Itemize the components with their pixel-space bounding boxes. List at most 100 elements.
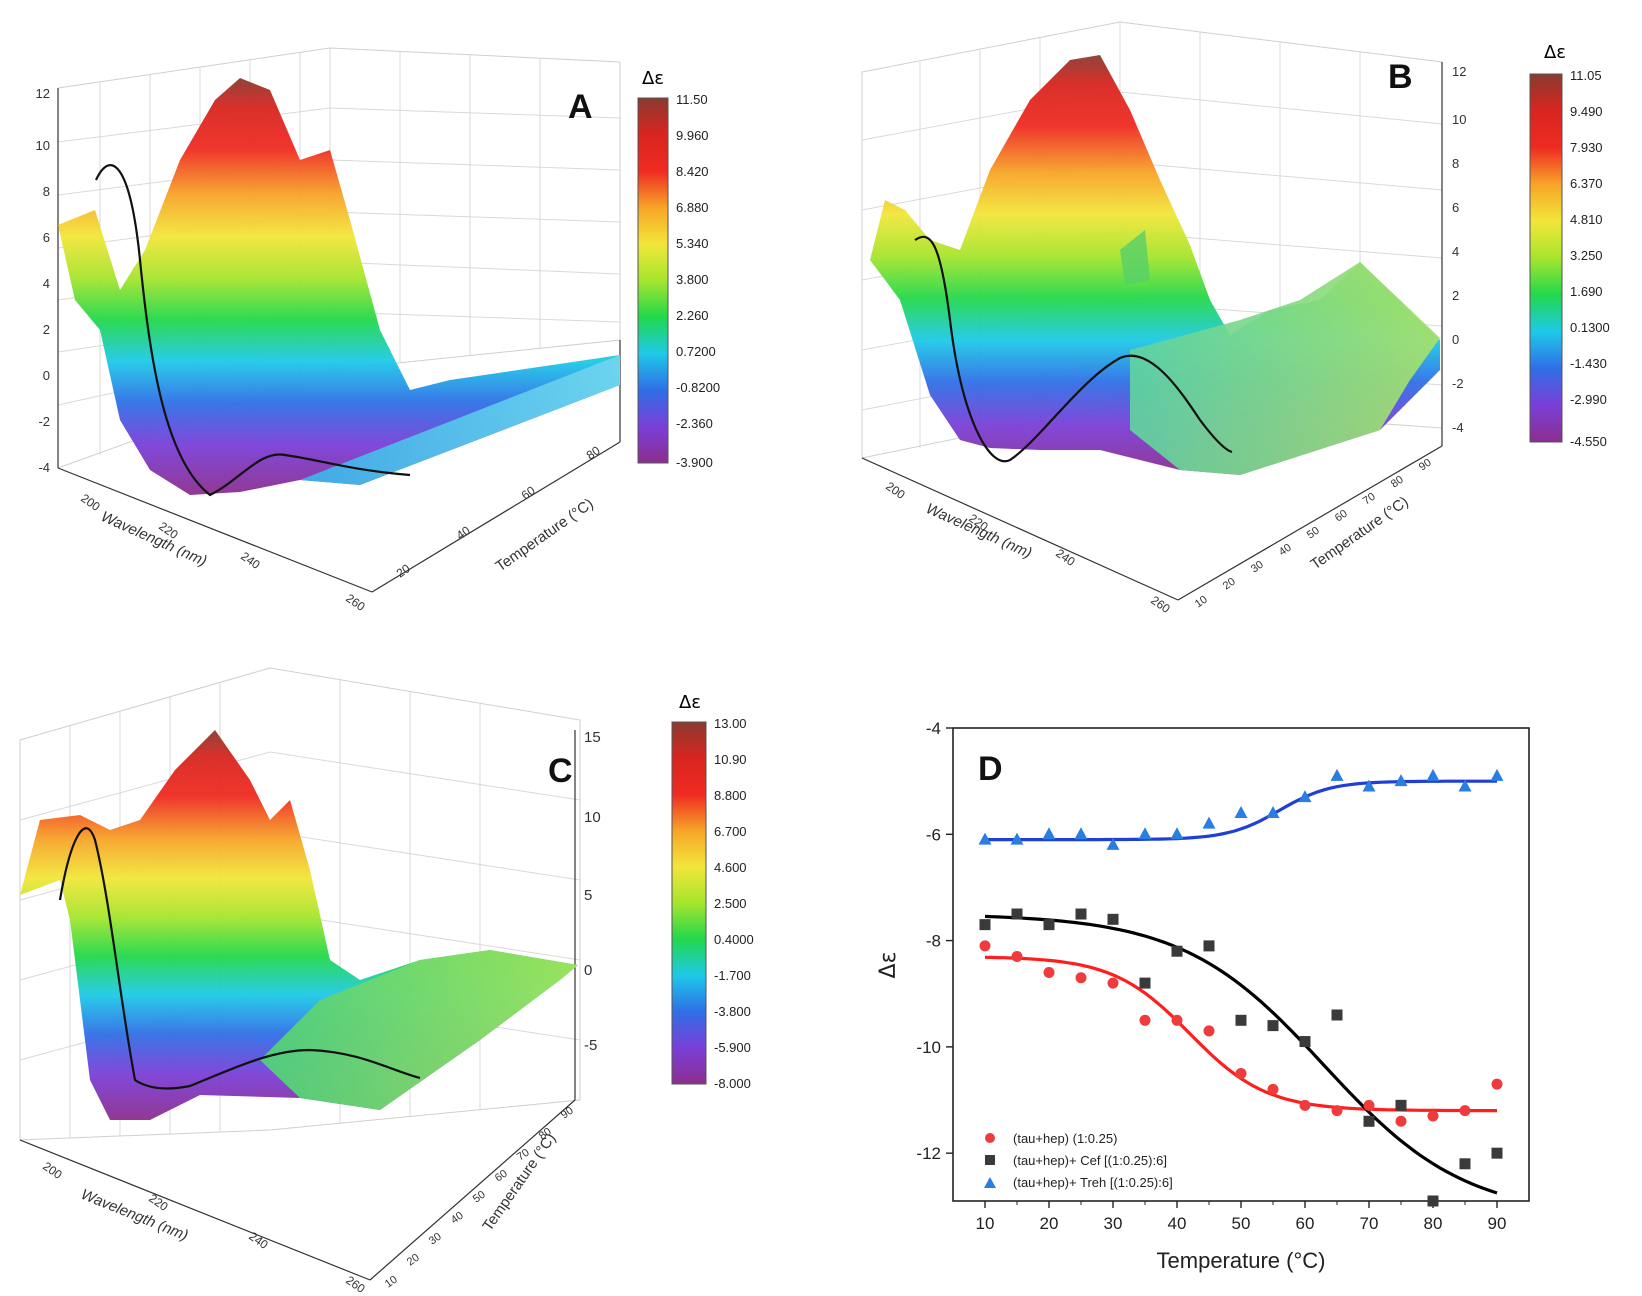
z-tick: 6 [1452, 200, 1459, 215]
z-tick: 2 [1452, 288, 1459, 303]
colorbar-tick: 4.600 [714, 860, 747, 875]
data-point [1075, 972, 1087, 984]
z-tick: 0 [43, 368, 50, 383]
panel-c: -5 0 5 10 15 200 220 240 260 Wavelength … [19, 667, 754, 1296]
z-tick: 5 [584, 887, 592, 904]
data-point [1171, 945, 1183, 957]
y-tick-label: -10 [916, 1038, 941, 1057]
data-point [1363, 1099, 1375, 1111]
z-tick: 12 [1452, 64, 1466, 79]
y-tick: 60 [493, 1168, 510, 1185]
data-point [1234, 806, 1248, 819]
y-tick: 90 [1417, 457, 1434, 474]
z-tick: 4 [1452, 244, 1459, 259]
y-tick: 40 [449, 1210, 466, 1227]
z-tick: -4 [1452, 420, 1464, 435]
data-point [1267, 1083, 1279, 1095]
colorbar-tick: 4.810 [1570, 212, 1603, 227]
colorbar-tick: 2.260 [676, 308, 709, 323]
y-tick: 20 [405, 1252, 422, 1269]
colorbar-tick: 10.90 [714, 752, 747, 767]
y-tick: 70 [1361, 491, 1378, 508]
y-tick: 60 [519, 483, 538, 502]
colorbar-tick: -3.800 [714, 1004, 751, 1019]
x-tick-label: 80 [1424, 1214, 1443, 1233]
panel-c-xlabel: Wavelength (nm) [79, 1186, 191, 1244]
data-point [1171, 1014, 1183, 1026]
colorbar-tick: 8.800 [714, 788, 747, 803]
y-tick: 30 [427, 1231, 444, 1248]
data-point [1042, 827, 1056, 840]
panel-d-x-ticks: 10 20 30 40 50 60 70 80 90 [976, 1201, 1507, 1233]
data-point [1491, 1147, 1503, 1159]
data-point [1426, 768, 1440, 781]
data-point [1011, 908, 1023, 920]
y-tick: 80 [584, 443, 603, 462]
colorbar-tick: 3.250 [1570, 248, 1603, 263]
panel-c-x-ticks: 200 220 240 260 [40, 1159, 368, 1296]
x-tick-label: 30 [1104, 1214, 1123, 1233]
z-tick: 10 [1452, 112, 1466, 127]
data-point [1139, 977, 1151, 989]
panel-a-colorbar: Δε 11.50 9.960 8.420 6.880 5.340 3.800 2… [637, 68, 720, 470]
y-tick: 30 [1249, 559, 1266, 576]
colorbar-tick: 0.4000 [714, 932, 754, 947]
panel-c-y-ticks: 10 20 30 40 50 60 70 80 90 [383, 1105, 576, 1291]
data-point [1043, 919, 1055, 931]
colorbar-tick: -8.000 [714, 1076, 751, 1091]
colorbar-gradient [671, 721, 707, 1085]
panel-b-ylabel: Temperature (°C) [1308, 493, 1412, 573]
colorbar-title: Δε [642, 68, 664, 89]
data-point [1139, 1014, 1151, 1026]
y-tick: 90 [559, 1105, 576, 1122]
legend-marker-square [985, 1155, 995, 1165]
x-tick-label: 70 [1360, 1214, 1379, 1233]
data-point [1395, 1099, 1407, 1111]
colorbar-tick: 0.7200 [676, 344, 716, 359]
panel-b-title: B [1388, 58, 1413, 96]
colorbar-tick: -5.900 [714, 1040, 751, 1055]
data-point [1106, 837, 1120, 850]
z-tick: -5 [584, 1037, 597, 1054]
x-tick-label: 90 [1488, 1214, 1507, 1233]
z-tick: -2 [38, 414, 50, 429]
data-point [1235, 1014, 1247, 1026]
colorbar-tick: 11.05 [1570, 68, 1602, 83]
panel-d-points [978, 768, 1504, 1207]
legend-marker-triangle [984, 1177, 996, 1188]
z-tick: 0 [1452, 332, 1459, 347]
data-point [1138, 827, 1152, 840]
data-point [1107, 977, 1119, 989]
legend-label: (tau+hep)+ Treh [(1:0.25):6] [1013, 1175, 1173, 1190]
y-tick: 10 [383, 1274, 400, 1291]
colorbar-tick: 5.340 [676, 236, 709, 251]
fit-curve [984, 914, 1498, 1195]
z-tick: 12 [36, 86, 50, 101]
y-tick: 40 [1277, 542, 1294, 559]
y-tick: 40 [454, 523, 473, 542]
z-tick: 8 [1452, 156, 1459, 171]
panel-a: -4 -2 0 2 4 6 8 10 12 200 220 240 260 Wa… [36, 47, 720, 614]
x-tick: 200 [78, 491, 103, 514]
data-point [1490, 768, 1504, 781]
panel-c-title: C [548, 752, 573, 790]
x-tick-label: 60 [1296, 1214, 1315, 1233]
colorbar-tick: 2.500 [714, 896, 747, 911]
x-tick: 260 [343, 1273, 368, 1296]
panel-a-x-ticks: 200 220 240 260 [78, 491, 368, 614]
data-point [1363, 1115, 1375, 1127]
colorbar-tick: -3.900 [676, 455, 713, 470]
data-point [1074, 827, 1088, 840]
data-point [1298, 790, 1312, 803]
colorbar-tick: 13.00 [714, 716, 747, 731]
colorbar-tick: 6.880 [676, 200, 709, 215]
data-point [1330, 768, 1344, 781]
x-tick: 260 [343, 591, 368, 614]
colorbar-tick: 1.690 [1570, 284, 1603, 299]
colorbar-tick: 7.930 [1570, 140, 1603, 155]
y-tick-label: -4 [926, 719, 941, 738]
y-tick: 50 [1305, 525, 1322, 542]
panel-d: 10 20 30 40 50 60 70 80 90 -4 -6 -8 -10 -12 Temperat… [876, 719, 1530, 1273]
data-point [979, 919, 991, 931]
